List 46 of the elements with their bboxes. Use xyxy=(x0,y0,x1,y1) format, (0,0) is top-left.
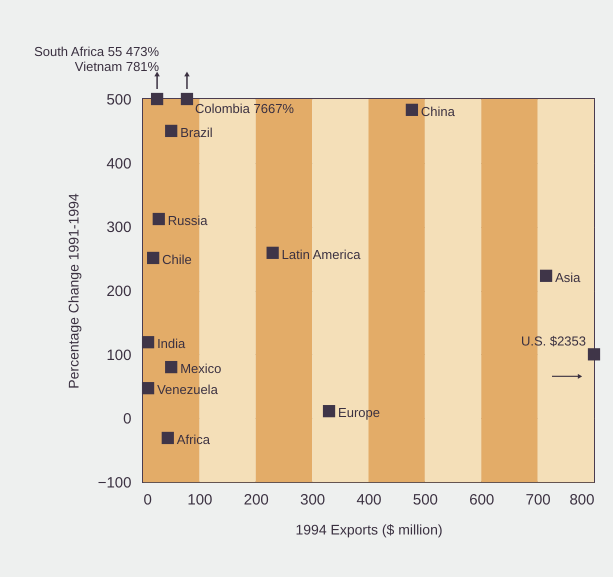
y-tick-label: 400 xyxy=(106,155,132,172)
annotation: China xyxy=(420,104,456,119)
x-tick-label: 300 xyxy=(300,492,326,508)
annotation: Africa xyxy=(176,432,211,447)
y-axis-title: Percentage Change 1991-1994 xyxy=(66,193,82,389)
point xyxy=(406,104,418,116)
annotation: Mexico xyxy=(180,361,222,376)
x-tick-label: 0 xyxy=(144,492,152,508)
y-tick-label: 200 xyxy=(106,283,132,300)
point xyxy=(588,348,600,360)
x-tick-label: 500 xyxy=(412,492,438,508)
point xyxy=(162,432,174,444)
annotation: Russia xyxy=(168,213,208,228)
x-tick-label: 800 xyxy=(569,492,594,508)
point xyxy=(540,270,552,282)
annotation: Colombia 7667% xyxy=(194,101,294,116)
point xyxy=(147,252,160,264)
point xyxy=(322,405,336,418)
y-tick-label: 300 xyxy=(106,219,132,236)
point xyxy=(165,360,178,374)
y-tick-label: 0 xyxy=(123,410,132,428)
annotation: Brazil xyxy=(180,124,213,140)
y-tick-label: 100 xyxy=(106,346,132,364)
annotation: Venezuela xyxy=(157,382,219,398)
x-tick-label: 200 xyxy=(244,492,269,508)
x-tick-label: 700 xyxy=(526,492,551,508)
point xyxy=(150,92,164,106)
x-tick-label: 400 xyxy=(356,492,382,508)
annotation: U.S. $2353 xyxy=(520,333,586,348)
point xyxy=(165,124,178,138)
annotation: Asia xyxy=(555,270,582,285)
point xyxy=(266,246,279,259)
x-axis-title: 1994 Exports ($ million) xyxy=(295,522,443,538)
annotation: Latin America xyxy=(282,246,362,262)
point xyxy=(152,212,165,226)
annotation: India xyxy=(157,336,186,352)
annotation: South Africa 55 473% Vietnam 781% xyxy=(34,44,160,74)
point xyxy=(142,382,154,394)
y-tick-label: −100 xyxy=(98,474,132,492)
annotation: Europe xyxy=(338,405,380,420)
y-tick-label: 500 xyxy=(106,92,132,108)
x-tick-label: 100 xyxy=(187,492,212,508)
annotation: Chile xyxy=(162,252,192,267)
point xyxy=(142,336,154,348)
point xyxy=(180,92,194,106)
x-tick-label: 600 xyxy=(469,492,494,508)
